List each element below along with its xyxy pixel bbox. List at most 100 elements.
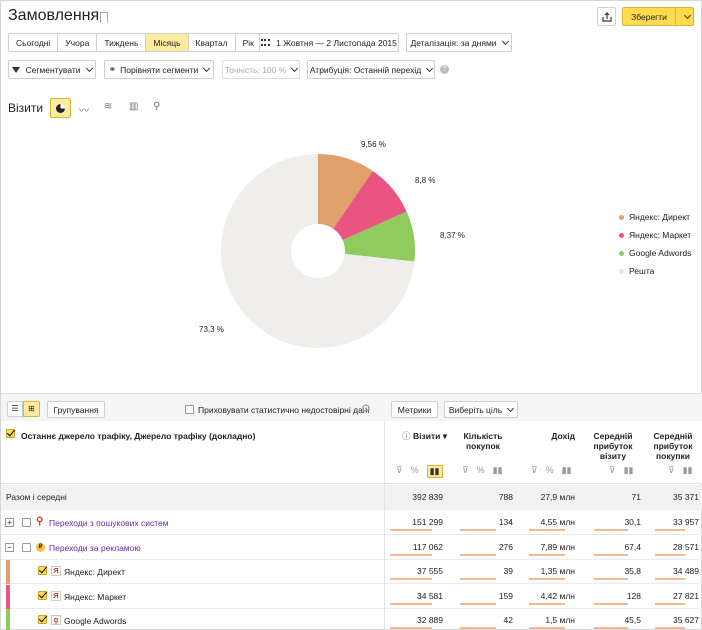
row-value: 39 [503,566,513,576]
pie-slice-0[interactable] [318,154,373,229]
row-checkbox[interactable] [38,615,47,624]
select-all-checkbox[interactable] [6,429,15,438]
row-label[interactable]: Яндекс: Директ [64,567,125,577]
accuracy-dropdown[interactable]: Точність: 100 % [222,60,300,79]
row-label[interactable]: Яндекс: Маркет [64,591,127,602]
filter-icon[interactable]: ⊽ [462,465,469,475]
row-label[interactable]: Переходи з пошукових систем [49,518,169,528]
hide-unreliable-label: Приховувати статистично недостовірні дан… [198,405,370,415]
row-checkbox[interactable] [22,518,31,527]
view-list-button[interactable]: ☰ [7,401,23,417]
col-tools-avg-visit: ⊽ ▮▮ [609,465,634,476]
period-month[interactable]: Місяць [146,34,189,51]
row-value: 35,8 [624,566,641,576]
bar-icon[interactable]: ▮▮ [426,465,443,478]
row-checkbox[interactable] [22,542,31,552]
row-bar [594,553,628,556]
legend-item-direct[interactable]: Яндекс: Директ [619,212,690,222]
legend-item-rest[interactable]: Решта [619,266,654,276]
row-checkbox[interactable] [38,590,47,600]
tree-icon: ⊞ [28,404,35,413]
col-header-revenue[interactable]: Дохід [551,431,575,441]
percent-icon[interactable]: % [476,465,485,475]
chart-type-pie-button[interactable] [50,98,71,118]
compare-segments-button[interactable]: ⚭ Порівняти сегменти [104,60,214,79]
row-color-stripe [6,584,10,609]
row-value: 4,42 млн [540,590,575,601]
filter-icon[interactable]: ⊽ [609,465,616,475]
table-row[interactable]: Я Яндекс: Маркет 34 581 159 4,42 млн 128 27 82… [1,584,702,609]
grouping-button[interactable]: Групування [47,401,105,418]
share-button[interactable] [597,7,616,26]
ad-icon: ₽ [36,542,45,552]
col-header-avg-visit[interactable]: Середній прибуток візиту [593,431,633,461]
bar-icon[interactable]: ▮▮ [492,465,503,475]
table-row[interactable]: Я Яндекс: Директ 37 555 39 1,35 млн 35,8 34 48… [1,560,702,584]
expand-toggle[interactable]: − [5,542,14,552]
col-header-avg-purchase[interactable]: Середній прибуток покупки [653,431,693,461]
legend-item-market[interactable]: Яндекс: Маркет [619,230,691,240]
bookmark-icon[interactable] [100,12,108,23]
row-checkbox[interactable] [38,566,47,575]
pie-slice-3[interactable] [220,154,415,348]
pie-slice-2[interactable] [342,211,415,262]
period-today[interactable]: Сьогодні [9,34,59,51]
row-bar [390,578,432,580]
row-bar [529,529,565,531]
period-week[interactable]: Тиждень [97,34,147,51]
bar-icon[interactable]: ▮▮ [561,465,572,475]
pie-slice-1[interactable] [333,170,407,241]
pie-label-rest: 73,3 % [199,325,224,334]
row-label[interactable]: Переходи за рекламою [49,542,141,553]
period-quarter[interactable]: Квартал [188,34,236,51]
gear-icon[interactable]: ⚙ [361,403,371,415]
bar-icon[interactable]: ▮▮ [682,465,693,475]
legend-item-adwords[interactable]: Google Adwords [619,248,691,258]
accuracy-label: Точність: 100 % [224,64,287,75]
date-range-button[interactable]: 1 Жовтня — 2 Листопада 2015 [259,33,399,52]
row-label[interactable]: Google Adwords [64,616,127,626]
percent-icon[interactable]: % [545,465,554,475]
row-value: 34 489 [673,566,699,576]
chart-type-line-button[interactable]: 〰 [79,102,89,117]
hide-unreliable-checkbox[interactable] [185,405,194,414]
metrics-button[interactable]: Метрики [391,401,438,418]
chart-type-area-button[interactable]: ≋ [104,101,112,112]
help-icon[interactable]: ? [440,65,449,74]
attribution-dropdown[interactable]: Атрибуція: Останній перехід [307,60,435,79]
row-bar [460,602,496,605]
percent-icon[interactable]: % [410,465,419,475]
total-revenue: 27,9 млн [540,492,575,502]
table-row[interactable]: + ⚲ Переходи з пошукових систем 151 299 134 4… [1,511,702,535]
col-header-purchases[interactable]: Кількість покупок [463,431,503,451]
table-row[interactable]: g Google Adwords 32 889 42 1,5 млн 45,5 35 627 [1,609,702,630]
compare-icon: ⚭ [108,64,117,74]
source-icon: Я [51,566,61,576]
row-color-stripe [6,560,10,584]
view-tree-button[interactable]: ⊞ [23,401,40,417]
row-value: 134 [498,517,513,527]
expand-toggle[interactable]: + [5,518,14,527]
row-value: 37 555 [417,566,443,576]
legend-label: Яндекс: Маркет [629,230,692,240]
table-row[interactable]: − ₽ Переходи за рекламою 117 062 276 7,89 млн… [1,536,702,560]
row-value: 67,4 [624,541,641,552]
chart-type-map-button[interactable]: ⚲ [153,101,160,112]
detail-dropdown[interactable]: Деталізація: за днями [406,33,512,52]
filter-icon[interactable]: ⊽ [668,465,675,475]
save-button[interactable]: Зберегти [622,7,676,26]
col-header-visits[interactable]: ⓘ Візити ▾ [402,431,447,441]
segment-label: Сегментувати [25,64,81,75]
row-bar [655,553,685,556]
period-year[interactable]: Рік [235,34,261,51]
chart-type-bar-button[interactable]: ▥ [129,101,138,112]
bar-icon[interactable]: ▮▮ [623,465,634,475]
segment-button[interactable]: Сегментувати [8,60,96,79]
goal-dropdown[interactable]: Виберіть ціль [444,401,518,418]
row-color-stripe [6,609,10,630]
period-yesterday[interactable]: Учора [58,34,98,51]
row-value: 42 [503,615,513,625]
filter-icon[interactable]: ⊽ [531,465,538,475]
filter-icon[interactable]: ⊽ [396,465,403,475]
save-dropdown-button[interactable] [675,7,694,26]
